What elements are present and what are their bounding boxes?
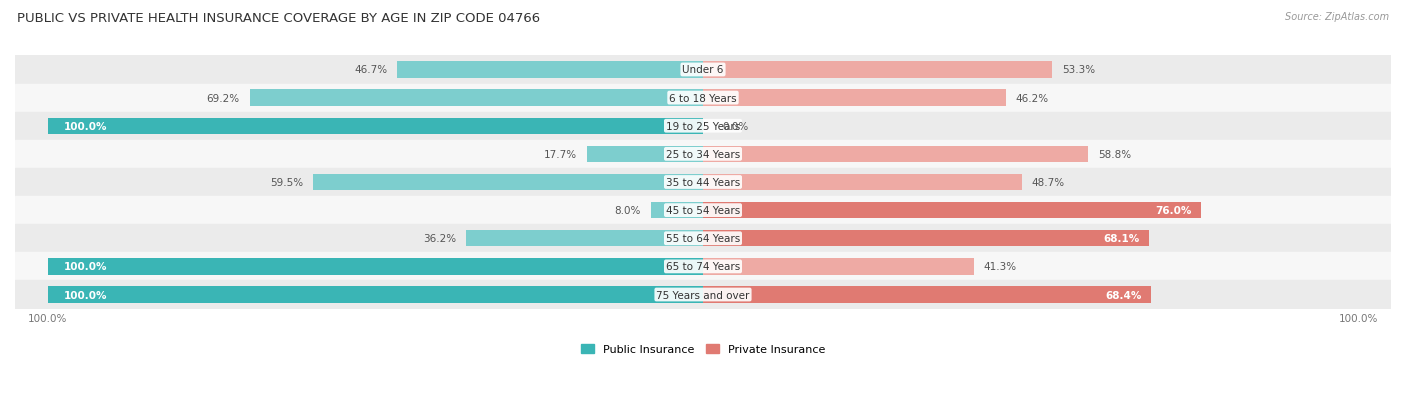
Bar <box>15 140 1391 169</box>
Text: Under 6: Under 6 <box>682 65 724 75</box>
Text: 41.3%: 41.3% <box>983 262 1017 272</box>
Text: 46.2%: 46.2% <box>1015 93 1049 103</box>
Bar <box>703 202 1201 219</box>
Text: 100.0%: 100.0% <box>65 290 108 300</box>
Text: 0.0%: 0.0% <box>723 121 749 131</box>
Bar <box>15 169 1391 197</box>
Text: 76.0%: 76.0% <box>1154 206 1191 216</box>
Bar <box>250 90 703 107</box>
Text: 100.0%: 100.0% <box>1339 313 1378 323</box>
Bar <box>703 90 1005 107</box>
Text: 100.0%: 100.0% <box>65 121 108 131</box>
Text: 59.5%: 59.5% <box>270 178 304 188</box>
Bar <box>651 202 703 219</box>
Text: 19 to 25 Years: 19 to 25 Years <box>666 121 740 131</box>
Text: 46.7%: 46.7% <box>354 65 387 75</box>
Text: 25 to 34 Years: 25 to 34 Years <box>666 150 740 159</box>
Text: 58.8%: 58.8% <box>1098 150 1132 159</box>
Text: Source: ZipAtlas.com: Source: ZipAtlas.com <box>1285 12 1389 22</box>
Text: 17.7%: 17.7% <box>544 150 578 159</box>
Text: 68.1%: 68.1% <box>1104 234 1139 244</box>
Bar <box>703 174 1022 191</box>
Bar <box>703 287 1152 303</box>
Bar <box>703 62 1052 78</box>
Bar <box>15 197 1391 225</box>
Bar <box>15 253 1391 281</box>
Bar <box>703 230 1149 247</box>
Bar <box>48 259 703 275</box>
Bar <box>396 62 703 78</box>
Text: PUBLIC VS PRIVATE HEALTH INSURANCE COVERAGE BY AGE IN ZIP CODE 04766: PUBLIC VS PRIVATE HEALTH INSURANCE COVER… <box>17 12 540 25</box>
Text: 45 to 54 Years: 45 to 54 Years <box>666 206 740 216</box>
Bar <box>465 230 703 247</box>
Bar <box>15 112 1391 140</box>
Text: 65 to 74 Years: 65 to 74 Years <box>666 262 740 272</box>
Text: 35 to 44 Years: 35 to 44 Years <box>666 178 740 188</box>
Text: 53.3%: 53.3% <box>1062 65 1095 75</box>
Bar <box>15 84 1391 112</box>
Text: 55 to 64 Years: 55 to 64 Years <box>666 234 740 244</box>
Bar <box>703 146 1088 163</box>
Text: 36.2%: 36.2% <box>423 234 456 244</box>
Text: 68.4%: 68.4% <box>1105 290 1142 300</box>
Bar <box>48 118 703 135</box>
Text: 6 to 18 Years: 6 to 18 Years <box>669 93 737 103</box>
Text: 100.0%: 100.0% <box>65 262 108 272</box>
Bar <box>703 259 973 275</box>
Legend: Public Insurance, Private Insurance: Public Insurance, Private Insurance <box>576 339 830 359</box>
Text: 8.0%: 8.0% <box>614 206 641 216</box>
Bar <box>15 225 1391 253</box>
Text: 69.2%: 69.2% <box>207 93 240 103</box>
Bar <box>15 281 1391 309</box>
Bar <box>48 287 703 303</box>
Bar <box>15 56 1391 84</box>
Bar <box>314 174 703 191</box>
Text: 48.7%: 48.7% <box>1032 178 1066 188</box>
Bar <box>588 146 703 163</box>
Text: 75 Years and over: 75 Years and over <box>657 290 749 300</box>
Text: 100.0%: 100.0% <box>28 313 67 323</box>
